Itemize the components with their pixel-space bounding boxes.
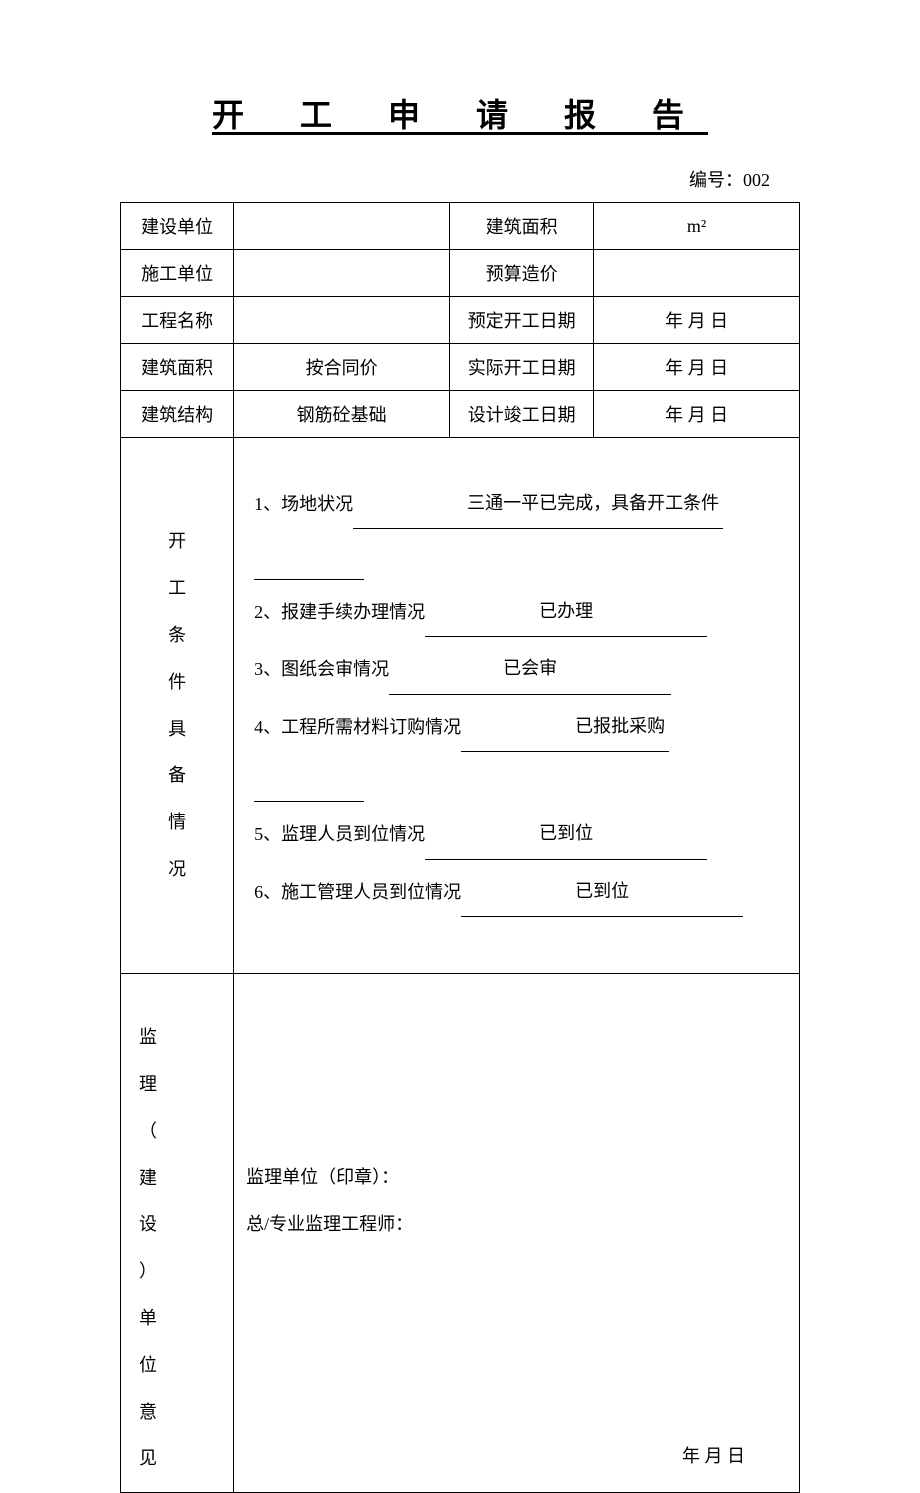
field-label: 预定开工日期 [450,297,594,344]
label-char: 设 [139,1201,223,1248]
form-table: 建设单位建筑面积m²施工单位预算造价工程名称预定开工日期年 月 日建筑面积按合同… [120,202,800,1493]
condition-index: 4、 [254,717,281,737]
condition-value: 已报批采购 [571,701,669,752]
table-row: 建筑面积按合同价实际开工日期年 月 日 [121,344,800,391]
condition-line: 6、施工管理人员到位情况 已到位 [254,866,779,917]
underline-fill [461,896,571,918]
field-value [234,250,450,297]
opinion-body: 监理单位（印章）： 总/专业监理工程师： 年 月 日 [234,974,800,1493]
field-label: 工程名称 [121,297,234,344]
label-char: 况 [131,846,223,893]
field-value: 年 月 日 [594,344,800,391]
document-title: 开 工 申 请 报 告 [120,90,800,136]
conditions-body: 1、场地状况 三通一平已完成，具备开工条件 2、报建手续办理情况 已办理 3、图纸会审情… [234,438,800,974]
condition-index: 1、 [254,494,281,514]
field-label: 建设单位 [121,203,234,250]
field-value: 按合同价 [234,344,450,391]
label-char: 情 [131,799,223,846]
field-label: 设计竣工日期 [450,391,594,438]
field-value [234,297,450,344]
condition-label: 工程所需材料订购情况 [281,717,461,737]
label-char: 工 [131,565,223,612]
condition-value: 已会审 [499,643,561,694]
doc-number-value: 002 [743,170,770,190]
condition-index: 5、 [254,824,281,844]
field-label: 施工单位 [121,250,234,297]
field-value: 年 月 日 [594,297,800,344]
underline-fill [254,781,364,803]
condition-label: 监理人员到位情况 [281,824,425,844]
condition-label: 施工管理人员到位情况 [281,882,461,902]
condition-label: 报建手续办理情况 [281,602,425,622]
condition-label: 图纸会审情况 [281,659,389,679]
underline-fill [461,730,571,752]
condition-line: 3、图纸会审情况 已会审 [254,643,779,694]
underline-fill [353,508,463,530]
condition-value: 已办理 [535,586,597,637]
label-char: 具 [131,706,223,753]
underline-fill [425,616,535,638]
condition-value: 已到位 [535,808,597,859]
field-label: 建筑面积 [450,203,594,250]
label-char: 见 [139,1435,223,1482]
label-char: 备 [131,752,223,799]
label-char: 条 [131,612,223,659]
condition-line: 5、监理人员到位情况 已到位 [254,808,779,859]
opinion-date-text: 年 月 日 [668,1446,759,1466]
condition-line: 4、工程所需材料订购情况 已报批采购 [254,701,779,803]
condition-label: 场地状况 [281,494,353,514]
table-row: 建设单位 建筑面积m² [121,203,800,250]
label-char: 位 [139,1342,223,1389]
label-char: 意 [139,1389,223,1436]
underline-fill [597,838,707,860]
underline-fill [561,673,671,695]
table-row: 施工单位 预算造价 [121,250,800,297]
field-value [234,203,450,250]
document-number: 编号：002 [120,166,800,192]
condition-line: 1、场地状况 三通一平已完成，具备开工条件 [254,478,779,580]
field-value: 年 月 日 [594,391,800,438]
label-char: 理 [139,1061,223,1108]
field-label: 建筑面积 [121,344,234,391]
label-char: 开 [131,518,223,565]
doc-number-label: 编号： [689,170,743,190]
underline-fill [425,838,535,860]
field-label: 实际开工日期 [450,344,594,391]
condition-line: 2、报建手续办理情况 已办理 [254,586,779,637]
opinion-date: 年 月 日 [668,1442,759,1468]
underline-fill [389,673,499,695]
label-char: 建 [139,1155,223,1202]
label-char: 件 [131,659,223,706]
label-char: （ [139,1108,223,1155]
field-value: 钢筋砼基础 [234,391,450,438]
condition-value: 三通一平已完成，具备开工条件 [463,478,723,529]
label-char: ） [139,1248,223,1295]
condition-index: 6、 [254,882,281,902]
field-value [594,250,800,297]
table-row: 建筑结构钢筋砼基础设计竣工日期年 月 日 [121,391,800,438]
field-label: 预算造价 [450,250,594,297]
field-value: m² [594,203,800,250]
label-char: 监 [139,1014,223,1061]
condition-index: 2、 [254,602,281,622]
underline-fill [597,616,707,638]
opinion-line-seal: 监理单位（印章）： [246,1154,779,1201]
condition-index: 3、 [254,659,281,679]
condition-value: 已到位 [571,866,633,917]
table-row: 工程名称 预定开工日期年 月 日 [121,297,800,344]
conditions-section-label: 开工条件具备情况 [121,438,234,974]
underline-fill [254,558,364,580]
opinion-section-label: 监理（建设）单位意见 [121,974,234,1493]
underline-fill [633,896,743,918]
field-label: 建筑结构 [121,391,234,438]
opinion-line-engineer: 总/专业监理工程师： [246,1201,779,1248]
